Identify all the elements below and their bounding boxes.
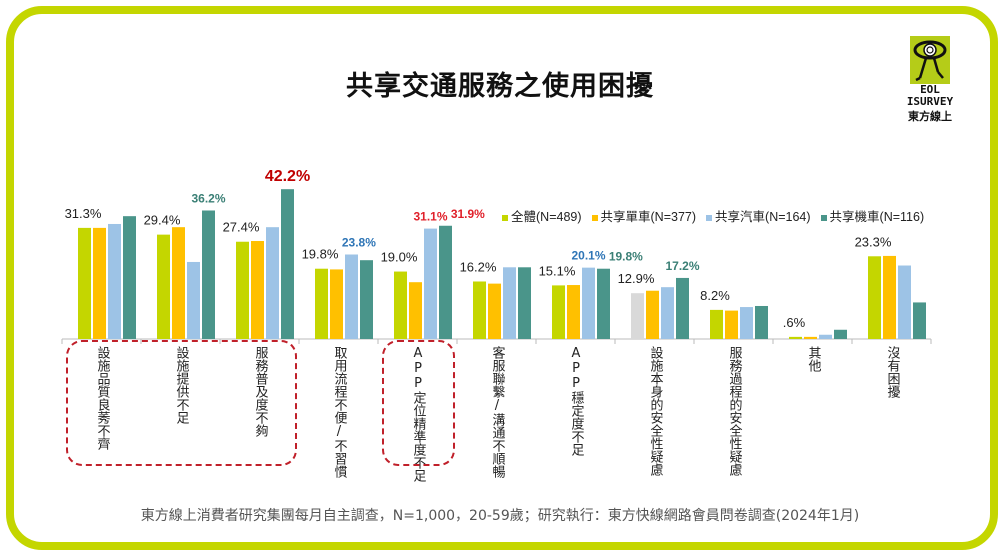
bar-3-3 bbox=[360, 260, 373, 339]
data-label: .6% bbox=[783, 315, 806, 330]
logo-text-chinese: 東方線上 bbox=[908, 110, 952, 123]
x-axis-label: 服務普及度不夠 bbox=[252, 346, 268, 437]
data-label: 36.2% bbox=[191, 191, 225, 205]
bar-8-2 bbox=[740, 307, 753, 339]
legend-swatch bbox=[706, 214, 713, 221]
bar-10-2 bbox=[898, 265, 911, 339]
bar-0-0 bbox=[78, 227, 91, 339]
data-label: 8.2% bbox=[700, 288, 730, 303]
bar-1-2 bbox=[187, 261, 200, 339]
x-axis-label: APP定位精準度不足 bbox=[410, 346, 426, 482]
x-axis-label: 設施提供不足 bbox=[173, 346, 189, 424]
bar-10-3 bbox=[913, 302, 926, 339]
bar-4-2 bbox=[424, 228, 437, 339]
legend-item: 全體(N=489) bbox=[502, 206, 582, 225]
bar-2-0 bbox=[236, 241, 249, 339]
page-title: 共享交通服務之使用困擾 bbox=[346, 71, 654, 102]
data-label: 23.3% bbox=[855, 234, 892, 249]
bar-3-1 bbox=[330, 269, 343, 339]
bar-9-3 bbox=[834, 329, 847, 339]
bar-1-3 bbox=[202, 210, 215, 339]
bar-4-3 bbox=[439, 225, 452, 339]
x-axis-label: 沒有困擾 bbox=[884, 346, 900, 398]
data-label: 17.2% bbox=[665, 259, 699, 273]
bar-3-0 bbox=[315, 268, 328, 339]
bar-10-1 bbox=[883, 255, 896, 339]
bar-7-3 bbox=[676, 277, 689, 339]
bar-5-2 bbox=[503, 267, 516, 339]
legend-label: 全體(N=489) bbox=[511, 210, 582, 224]
bar-0-3 bbox=[123, 216, 136, 339]
data-label: 19.8% bbox=[302, 247, 339, 262]
legend-swatch bbox=[502, 214, 508, 221]
bar-7-0 bbox=[631, 293, 644, 339]
bar-9-0 bbox=[789, 336, 802, 339]
x-axis-label: APP穩定度不足 bbox=[568, 346, 584, 456]
slide-frame bbox=[6, 6, 998, 550]
data-label: 20.1% bbox=[571, 249, 605, 263]
logo-text-eol: EOL bbox=[920, 83, 940, 96]
data-label: 31.3% bbox=[65, 206, 102, 221]
highlight-box bbox=[66, 340, 297, 466]
bar-8-0 bbox=[710, 309, 723, 339]
x-axis-label: 服務過程的安全性疑慮 bbox=[726, 346, 742, 476]
bar-2-3 bbox=[281, 189, 294, 339]
bar-6-3 bbox=[597, 268, 610, 339]
legend-label: 共享汽車(N=164) bbox=[715, 210, 811, 224]
bar-0-1 bbox=[93, 227, 106, 339]
legend-swatch bbox=[820, 214, 827, 221]
x-axis-label: 其他 bbox=[805, 346, 821, 372]
legend-swatch bbox=[591, 214, 598, 221]
logo-text-isurvey: ISURVEY bbox=[906, 95, 954, 108]
data-label: 23.8% bbox=[342, 236, 376, 250]
legend-label: 共享單車(N=377) bbox=[600, 210, 697, 224]
bar-2-1 bbox=[251, 241, 264, 339]
data-label: 27.4% bbox=[223, 220, 260, 235]
x-axis-label: 設施品質良莠不齊 bbox=[94, 346, 110, 450]
legend-item: 共享單車(N=377) bbox=[591, 206, 697, 225]
legend-item: 共享汽車(N=164) bbox=[706, 206, 811, 225]
bar-6-1 bbox=[567, 285, 580, 339]
eye-figure-icon bbox=[910, 36, 950, 84]
data-label: 29.4% bbox=[144, 213, 181, 228]
bar-0-2 bbox=[108, 223, 121, 339]
bar-9-2 bbox=[819, 334, 832, 339]
legend-label: 共享機車(N=116) bbox=[829, 210, 925, 224]
bar-9-1 bbox=[804, 336, 817, 339]
data-label: 12.9% bbox=[618, 271, 655, 286]
bar-3-2 bbox=[345, 254, 358, 339]
bar-1-1 bbox=[172, 227, 185, 339]
highlight-box bbox=[382, 340, 455, 466]
bar-6-2 bbox=[582, 267, 595, 339]
bar-4-1 bbox=[409, 282, 422, 339]
x-axis-label: 取用流程不便/不習慣 bbox=[331, 346, 347, 478]
brand-logo: EOL ISURVEY 東方線上 bbox=[890, 36, 970, 124]
bar-8-1 bbox=[725, 310, 738, 339]
bar-7-2 bbox=[661, 287, 674, 339]
source-footnote: 東方線上消費者研究集團每月自主調查，N=1,000，20-59歲；研究執行：東方… bbox=[140, 508, 860, 524]
bar-4-0 bbox=[394, 271, 407, 339]
bar-7-1 bbox=[646, 290, 659, 339]
bar-8-3 bbox=[755, 305, 768, 339]
bar-5-1 bbox=[488, 283, 501, 339]
data-label: 16.2% bbox=[460, 259, 497, 274]
data-label: 42.2% bbox=[265, 168, 310, 185]
data-label: 19.0% bbox=[381, 250, 418, 265]
data-label: 15.1% bbox=[539, 263, 576, 278]
bar-10-0 bbox=[868, 256, 881, 339]
chart-legend: 全體(N=489) 共享單車(N=377) 共享汽車(N=164) 共享機車(N=11… bbox=[502, 206, 924, 225]
data-label: 19.8% bbox=[609, 250, 643, 264]
data-label: 31.1% bbox=[413, 210, 447, 224]
legend-item: 共享機車(N=116) bbox=[820, 206, 925, 225]
bar-5-0 bbox=[473, 281, 486, 339]
x-axis-label: 設施本身的安全性疑慮 bbox=[647, 346, 663, 476]
bar-1-0 bbox=[157, 234, 170, 339]
bar-6-0 bbox=[552, 285, 565, 339]
x-axis-label: 客服聯繫/溝通不順暢 bbox=[489, 346, 505, 478]
bar-2-2 bbox=[266, 227, 279, 339]
data-label: 31.9% bbox=[451, 207, 485, 221]
bar-5-3 bbox=[518, 267, 531, 339]
